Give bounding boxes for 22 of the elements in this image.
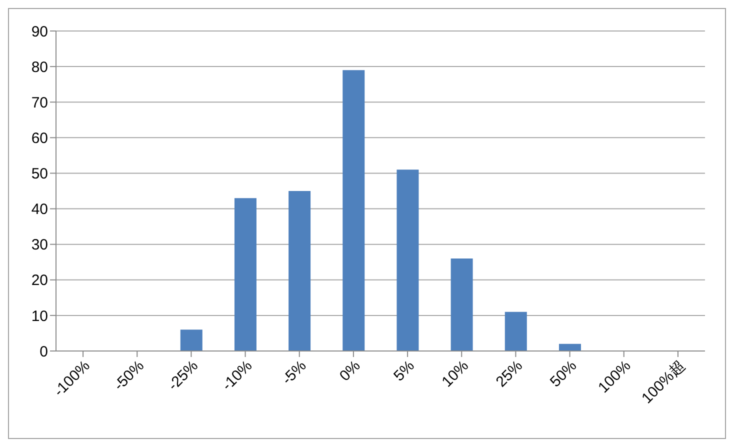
y-tick-label: 70 (31, 94, 48, 112)
bar (288, 191, 311, 351)
y-tick-label: 50 (31, 166, 48, 183)
y-tick-label: 90 (31, 23, 48, 40)
bar (234, 198, 256, 351)
x-tick-label: -5% (278, 357, 310, 388)
y-tick-label: 30 (31, 236, 48, 254)
y-tick-label: 20 (31, 272, 48, 290)
x-tick-label: 50% (546, 357, 580, 391)
bar (558, 344, 581, 351)
y-tick-label: 60 (31, 130, 48, 147)
x-tick-label: 0% (336, 357, 364, 385)
bar (342, 70, 365, 351)
y-tick-label: 80 (31, 58, 48, 76)
y-tick-label: 0 (40, 343, 48, 360)
bar (450, 258, 473, 351)
x-tick-label: 5% (390, 357, 418, 385)
y-tick-label: 40 (31, 201, 48, 218)
bar (180, 330, 202, 351)
y-tick-label: 10 (31, 308, 48, 325)
bar (504, 312, 527, 351)
bar (396, 170, 419, 351)
